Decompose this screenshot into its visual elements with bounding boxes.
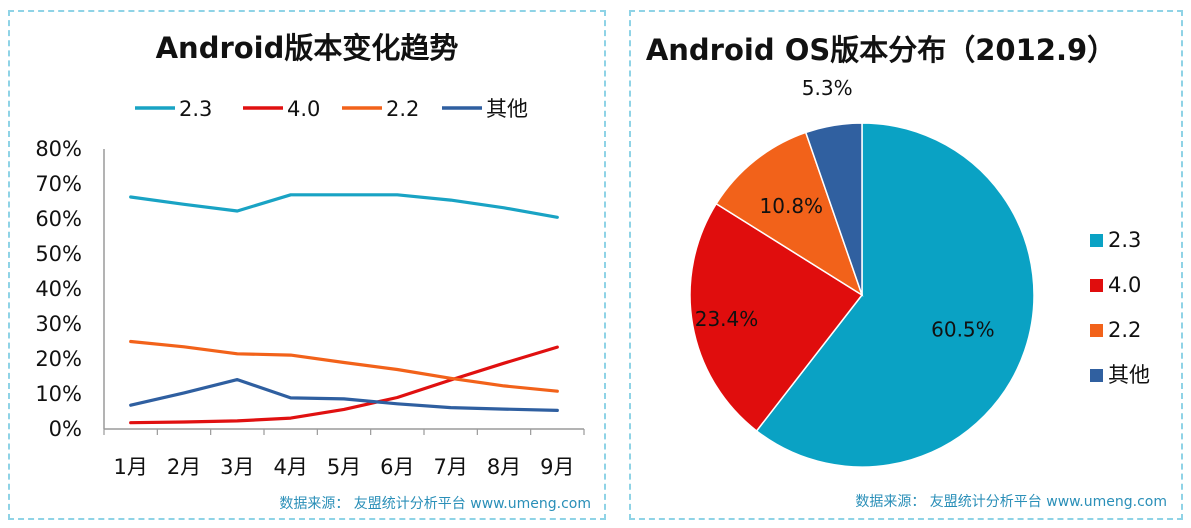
pie-slice-4-0	[689, 202, 864, 432]
line-chart-legend: 2.3 4.0 2.2 其他	[135, 97, 528, 121]
legend-label-4-0: 4.0	[1108, 273, 1141, 297]
legend-label-2-3: 2.3	[179, 97, 212, 121]
y-tick-label: 30%	[35, 312, 82, 336]
series-line-2-3	[129, 193, 559, 219]
legend-swatch-other	[1090, 369, 1103, 382]
x-tick-label: 2月	[167, 455, 201, 479]
pie-label-other: 5.3%	[802, 76, 853, 100]
x-tick-label: 4月	[273, 455, 307, 479]
x-tick-label: 6月	[380, 455, 414, 479]
pie-label-2-2: 10.8%	[760, 194, 824, 218]
x-tick-label: 5月	[327, 455, 361, 479]
y-tick-label: 10%	[35, 382, 82, 406]
pie-chart-title: Android OS版本分布（2012.9）	[646, 33, 1116, 67]
pie-label-4-0: 23.4%	[695, 307, 759, 331]
line-chart: Android版本变化趋势 2.3 4.0 2.2 其他 80% 70% 60% 50% 40…	[35, 31, 591, 512]
legend-label-4-0: 4.0	[287, 97, 320, 121]
y-tick-label: 60%	[35, 207, 82, 231]
pie-chart-slices	[689, 122, 1035, 468]
line-chart-panel: Android版本变化趋势 2.3 4.0 2.2 其他 80% 70% 60% 50% 40…	[8, 10, 606, 520]
line-chart-source: 数据来源： 友盟统计分析平台 www.umeng.com	[279, 496, 591, 512]
pie-chart-panel: Android OS版本分布（2012.9） 60.5% 23.4% 10.8% 5.…	[629, 10, 1183, 520]
legend-label-other: 其他	[1108, 363, 1150, 387]
line-chart-axes: 80% 70% 60% 50% 40% 30% 20% 10% 0% 1月 2月 3月 4月 5月 6月 7月…	[35, 137, 585, 479]
pie-chart-source: 数据来源： 友盟统计分析平台 www.umeng.com	[855, 494, 1167, 510]
x-tick-label: 3月	[220, 455, 254, 479]
x-tick-label: 1月	[113, 455, 147, 479]
y-tick-label: 40%	[35, 277, 82, 301]
series-line-4-0	[129, 345, 559, 425]
x-tick-label: 8月	[487, 455, 521, 479]
y-tick-label: 80%	[35, 137, 82, 161]
y-tick-label: 70%	[35, 172, 82, 196]
pie-chart-legend: 2.3 4.0 2.2 其他	[1090, 228, 1150, 387]
pie-slice-2-2	[715, 131, 864, 297]
line-chart-series	[129, 193, 559, 425]
legend-swatch-2-3	[1090, 234, 1103, 247]
pie-label-2-3: 60.5%	[931, 318, 995, 342]
pie-slice-other	[804, 122, 863, 296]
y-tick-label: 50%	[35, 242, 82, 266]
legend-swatch-4-0	[1090, 279, 1103, 292]
pie-chart-labels: 60.5% 23.4% 10.8% 5.3%	[695, 76, 995, 341]
pie-slice-2-3	[755, 122, 1035, 468]
pie-chart: Android OS版本分布（2012.9） 60.5% 23.4% 10.8% 5.…	[646, 33, 1167, 510]
series-line-2-2	[129, 339, 559, 393]
series-line-other	[129, 378, 559, 412]
legend-swatch-2-2	[1090, 324, 1103, 337]
y-tick-label: 20%	[35, 347, 82, 371]
line-chart-title: Android版本变化趋势	[156, 31, 459, 65]
legend-label-2-2: 2.2	[1108, 318, 1141, 342]
x-tick-label: 7月	[433, 455, 467, 479]
legend-label-other: 其他	[486, 97, 528, 121]
legend-label-2-2: 2.2	[386, 97, 419, 121]
x-tick-label: 9月	[540, 455, 574, 479]
y-tick-label: 0%	[49, 417, 82, 441]
legend-label-2-3: 2.3	[1108, 228, 1141, 252]
